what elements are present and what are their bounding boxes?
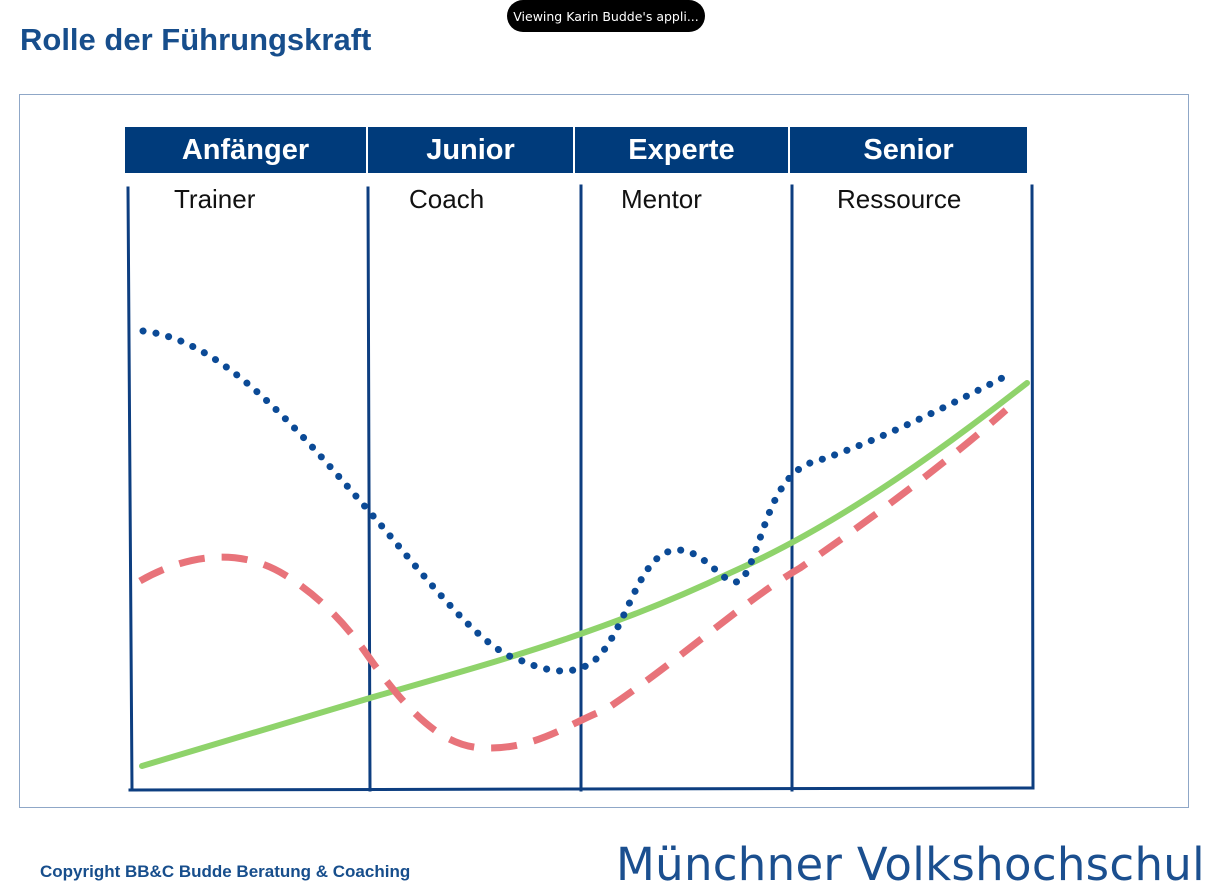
grid-line-right [1030,184,1035,790]
role-label-mentor: Mentor [621,184,702,214]
footer-brand-logo: Münchner Volkshochschule [616,838,1205,891]
grid-line-baseline [128,786,1035,792]
stage-header-bar: Anfänger Junior Experte Senior [125,127,1027,173]
role-label-ressource: Ressource [837,184,962,214]
stage-grid [126,184,1035,792]
stage-header-junior: Junior [366,127,573,173]
grid-line-left [126,186,134,792]
curve-dashed [138,407,1009,752]
diagram-frame [19,94,1189,808]
stage-header-senior: Senior [788,127,1027,173]
grid-line-divider-1 [366,186,372,792]
curve-dotted [139,327,1010,675]
footer-copyright: Copyright BB&C Budde Beratung & Coaching [40,862,411,881]
screen-share-banner[interactable]: Viewing Karin Budde's appli... [507,0,705,32]
stage-header-experte: Experte [573,127,788,173]
slide-title: Rolle der Führungskraft [20,22,372,57]
role-label-trainer: Trainer [174,184,256,214]
role-label-coach: Coach [409,184,485,214]
curve-solid [139,380,1030,769]
stage-header-anfaenger: Anfänger [181,133,310,166]
